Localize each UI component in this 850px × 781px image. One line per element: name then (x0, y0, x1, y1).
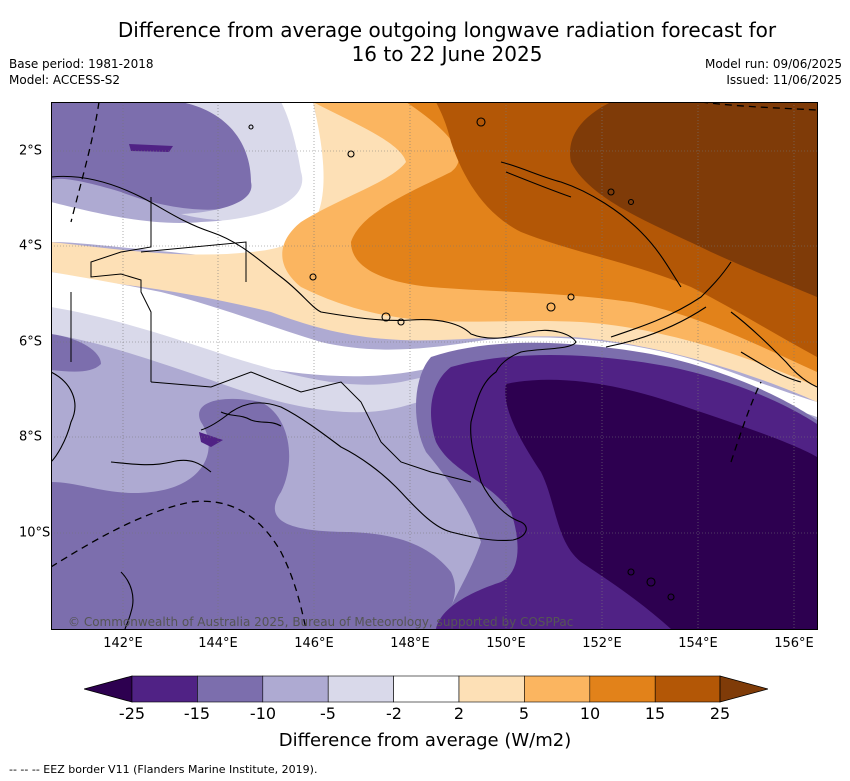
land-border (70, 197, 472, 483)
lat-label-4s: 4°S (19, 238, 43, 254)
lon-label-148: 148°E (390, 636, 430, 651)
anomaly-band-neg5-nw (181, 102, 310, 222)
colorbar-tick-10: 25 (709, 704, 731, 723)
lat-label-8s: 8°S (19, 429, 43, 445)
colorbar-bin-6 (458, 675, 525, 703)
anomaly-band-neg25-gulf (199, 432, 223, 447)
lon-label-156: 156°E (774, 636, 814, 651)
colorbar-tick-5: -2 (386, 704, 402, 723)
eez-footnote: -- -- -- EEZ border V11 (Flanders Marine… (9, 763, 318, 776)
colorbar-tick-1: -25 (118, 704, 146, 723)
map-title: Difference from average outgoing longwav… (0, 18, 850, 66)
colorbar-bin-8 (589, 675, 656, 703)
lon-label-144: 144°E (198, 636, 238, 651)
anomaly-band-neg15-west (51, 334, 101, 372)
meta-left: Base period: 1981-2018 Model: ACCESS-S2 (9, 56, 154, 88)
title-line-1: Difference from average outgoing longwav… (117, 18, 777, 42)
anomaly-band-neg25-nw (129, 144, 173, 152)
colorbar-tick-8: 10 (579, 704, 601, 723)
colorbar-tick-6: 2 (453, 704, 465, 723)
colorbar-tick-4: -5 (320, 704, 336, 723)
colorbar-bin-7 (524, 675, 591, 703)
colorbar-title: Difference from average (W/m2) (278, 730, 572, 751)
lon-label-150: 150°E (486, 636, 526, 651)
anomaly-band-neg15-south (51, 398, 456, 629)
colorbar-bin-9 (654, 675, 721, 703)
lat-label-10s: 10°S (19, 525, 51, 541)
gridlines (51, 102, 817, 629)
base-period: Base period: 1981-2018 (9, 57, 154, 71)
colorbar-bin-1 (131, 675, 198, 703)
colorbar-low-extend (84, 675, 133, 703)
lon-label-152: 152°E (582, 636, 622, 651)
colorbar-bin-3 (262, 675, 329, 703)
map-copyright: © Commonwealth of Australia 2025, Bureau… (68, 615, 573, 629)
colorbar-bin-4 (327, 675, 394, 703)
issued-date: Issued: 11/06/2025 (726, 73, 842, 87)
lat-label-6s: 6°S (19, 334, 43, 350)
lon-label-146: 146°E (294, 636, 334, 651)
map-panel: © Commonwealth of Australia 2025, Bureau… (51, 102, 817, 629)
colorbar-tick-2: -15 (183, 704, 211, 723)
title-line-2: 16 to 22 June 2025 (351, 42, 543, 66)
lon-label-154: 154°E (678, 636, 718, 651)
coastline-outline (51, 117, 817, 629)
colorbar (84, 675, 768, 703)
model-name: Model: ACCESS-S2 (9, 73, 121, 87)
colorbar-tick-7: 5 (518, 704, 530, 723)
colorbar-bin-5 (393, 675, 460, 703)
colorbar-high-extend (719, 675, 768, 703)
dashed-border-line (51, 102, 817, 629)
meta-right: Model run: 09/06/2025 Issued: 11/06/2025 (705, 56, 842, 88)
anomaly-band-pos25 (570, 102, 817, 297)
model-run: Model run: 09/06/2025 (704, 57, 842, 71)
anomaly-band-neutral-north (51, 102, 351, 256)
lon-label-142: 142°E (103, 636, 143, 651)
lat-label-2s: 2°S (19, 143, 43, 159)
colorbar-bin-2 (197, 675, 264, 703)
colorbar-tick-9: 15 (644, 704, 666, 723)
colorbar-tick-3: -10 (249, 704, 277, 723)
anomaly-band-neutral-south (51, 272, 817, 417)
anomaly-band-neg-extreme (505, 379, 817, 629)
anomaly-band-neg15-nw (51, 102, 254, 210)
